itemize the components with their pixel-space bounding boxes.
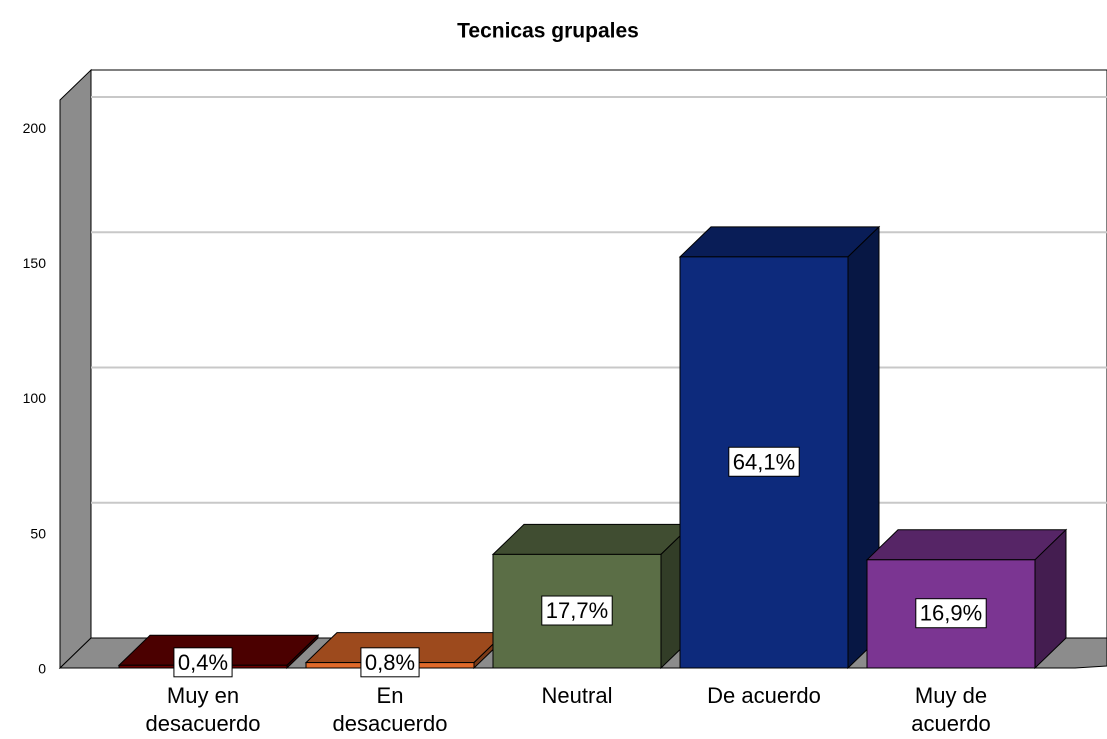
x-tick-label: Neutral <box>542 683 613 708</box>
left-wall <box>59 68 92 670</box>
x-tick-label: De acuerdo <box>707 683 821 708</box>
bar-top <box>491 523 694 555</box>
bar-top <box>865 529 1068 561</box>
value-label: 0,4% <box>178 650 228 675</box>
y-tick-label: 150 <box>23 255 47 271</box>
bar <box>678 225 881 670</box>
y-tick-label: 200 <box>23 120 47 136</box>
value-label-box <box>728 446 800 477</box>
x-tick-label: En desacuerdo <box>333 683 448 736</box>
value-label-box <box>360 647 420 678</box>
y-tick-label: 0 <box>38 661 46 677</box>
value-label: 16,9% <box>920 601 982 626</box>
value-label: 17,7% <box>546 598 608 623</box>
value-label-box <box>915 598 987 629</box>
value-label: 0,8% <box>365 650 415 675</box>
bar-top <box>678 226 881 258</box>
chart-title: Tecnicas grupales <box>457 20 639 43</box>
value-label: 64,1% <box>733 449 795 474</box>
y-tick-label: 100 <box>23 390 47 406</box>
y-tick-label: 50 <box>30 525 46 541</box>
x-tick-label: Muy de acuerdo <box>911 683 991 736</box>
value-label-box <box>541 595 613 626</box>
value-label-box <box>173 647 233 678</box>
x-tick-label: Muy en desacuerdo <box>146 683 261 736</box>
